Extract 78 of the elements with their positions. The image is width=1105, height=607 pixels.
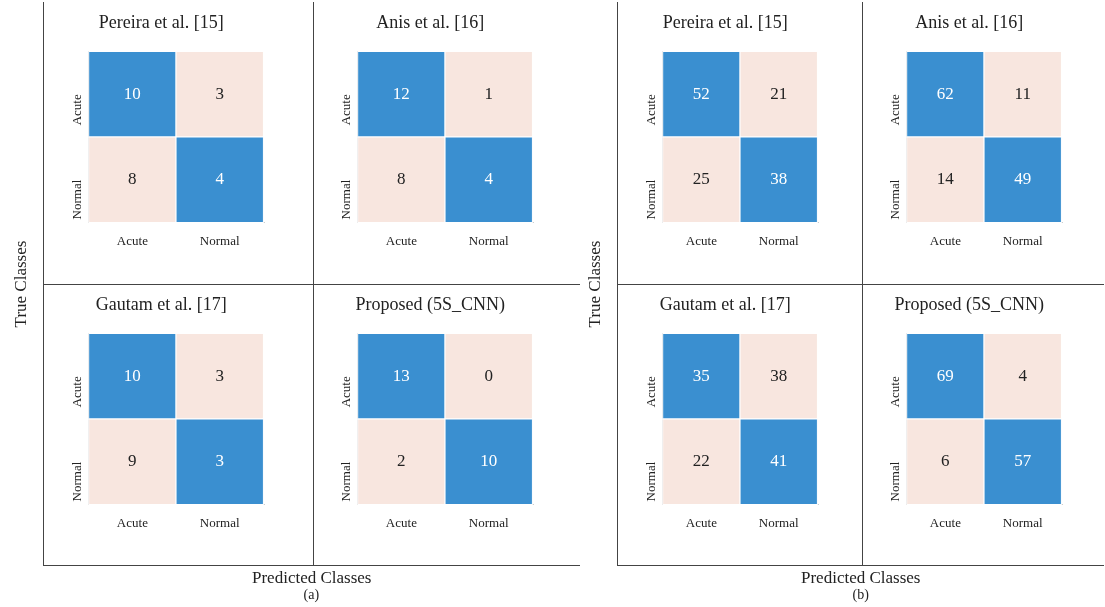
y-tick-label: Acute	[886, 376, 902, 408]
y-tick-label: Acute	[643, 94, 659, 126]
y-tick-label: Acute	[69, 376, 85, 408]
chart-title: Anis et al. [16]	[914, 11, 1023, 32]
data-label: 25	[692, 169, 710, 189]
data-label: 3	[215, 365, 224, 385]
data-label: 3	[215, 83, 224, 103]
text: (a)	[303, 587, 320, 603]
y-tick-label: Acute	[643, 376, 659, 408]
x-tick-label: Normal	[468, 232, 509, 248]
data-label: 13	[392, 365, 410, 385]
x-tick-label: Acute	[929, 232, 961, 248]
data-label: 4	[1017, 365, 1027, 385]
x-tick-label: Normal	[199, 232, 240, 248]
data-label: 57	[1013, 451, 1032, 471]
y-tick-label: Normal	[337, 179, 353, 220]
y-tick-label: Acute	[337, 94, 353, 126]
data-label: 3	[215, 451, 224, 471]
data-label: 10	[479, 451, 497, 471]
chart-title: Pereira et al. [15]	[662, 11, 788, 32]
data-label: 10	[123, 365, 141, 385]
data-label: 12	[392, 83, 410, 103]
data-label: 4	[215, 169, 225, 189]
y-tick-label: Normal	[69, 179, 85, 220]
x-tick-label: Acute	[685, 514, 718, 530]
x-tick-label: Normal	[199, 514, 240, 530]
data-label: 14	[936, 169, 954, 189]
y-tick-label: Normal	[69, 461, 85, 502]
data-label: 0	[483, 365, 493, 385]
y-tick-label: Normal	[337, 461, 353, 502]
y-tick-label: Acute	[337, 376, 353, 408]
x-tick-label: Acute	[116, 232, 149, 248]
x-axis-title: Predicted Classes	[252, 568, 372, 588]
data-label: 8	[396, 169, 406, 189]
data-label: 38	[770, 365, 788, 385]
chart-title: Gautam et al. [17]	[659, 293, 791, 314]
y-tick-label: Normal	[886, 179, 902, 220]
data-label: 38	[770, 169, 788, 189]
x-axis-title: Predicted Classes	[801, 568, 921, 588]
y-axis-title: True Classes	[584, 240, 605, 328]
data-label: 41	[770, 451, 788, 471]
data-label: 22	[692, 451, 710, 471]
chart-title: Pereira et al. [15]	[98, 11, 224, 32]
data-label: 11	[1014, 83, 1031, 103]
y-tick-label: Acute	[69, 94, 85, 126]
y-tick-label: Normal	[643, 461, 659, 502]
data-label: 1	[483, 83, 493, 103]
x-tick-label: Normal	[758, 514, 799, 530]
x-tick-label: Acute	[929, 514, 961, 530]
data-label: 62	[936, 83, 954, 103]
x-tick-label: Normal	[1002, 514, 1043, 530]
chart-title: Proposed (5S_CNN)	[893, 293, 1044, 315]
data-label: 6	[940, 451, 950, 471]
x-tick-label: Acute	[116, 514, 149, 530]
data-label: 2	[396, 451, 406, 471]
data-label: 69	[936, 365, 954, 385]
x-tick-label: Acute	[385, 514, 417, 530]
y-tick-label: Normal	[643, 179, 659, 220]
x-tick-label: Normal	[1002, 232, 1043, 248]
data-label: 49	[1013, 169, 1031, 189]
x-tick-label: Acute	[685, 232, 718, 248]
data-label: 10	[123, 83, 141, 103]
text: (b)	[852, 587, 869, 603]
chart-title: Gautam et al. [17]	[95, 293, 227, 314]
y-axis-title: True Classes	[10, 240, 31, 328]
y-tick-label: Normal	[886, 461, 902, 502]
chart-title: Proposed (5S_CNN)	[354, 293, 505, 315]
data-label: 35	[692, 365, 710, 385]
data-label: 4	[483, 169, 493, 189]
x-tick-label: Acute	[385, 232, 417, 248]
data-label: 8	[128, 169, 137, 189]
data-label: 52	[692, 83, 710, 103]
x-tick-label: Normal	[758, 232, 799, 248]
data-label: 9	[128, 451, 137, 471]
data-label: 21	[770, 83, 788, 103]
y-tick-label: Acute	[886, 94, 902, 126]
chart-title: Anis et al. [16]	[375, 11, 484, 32]
x-tick-label: Normal	[468, 514, 509, 530]
